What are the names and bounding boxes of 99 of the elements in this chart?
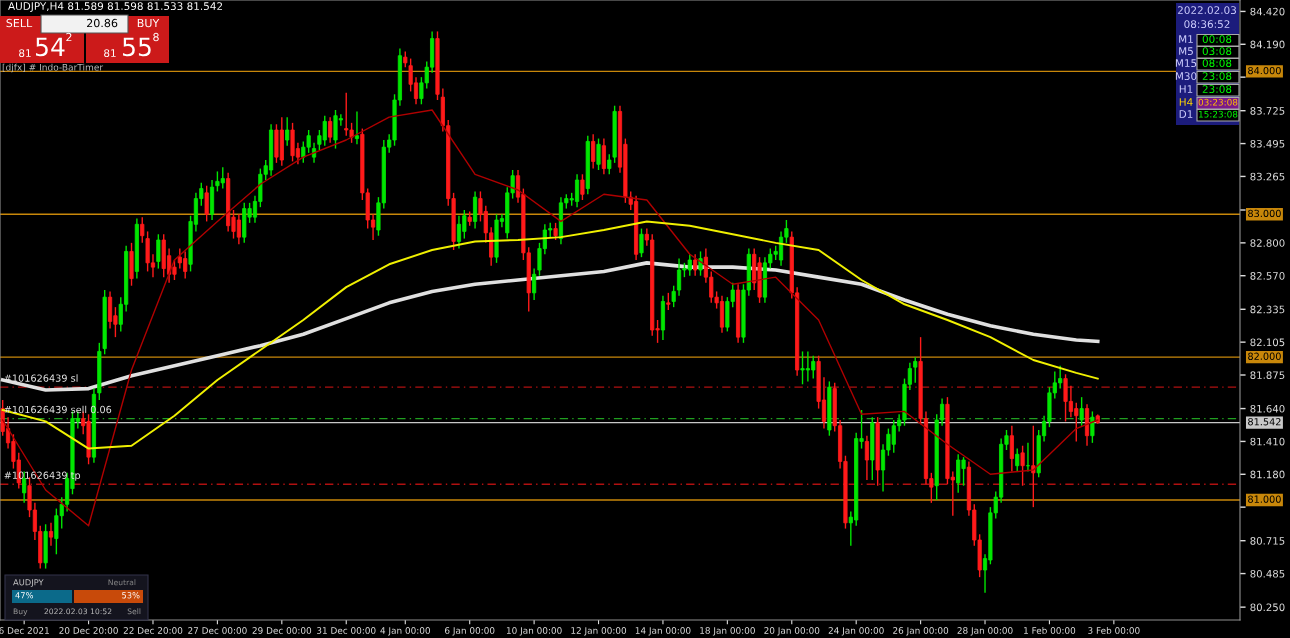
annotation: M5	[1179, 47, 1193, 56]
candlestick	[913, 356, 918, 384]
annotation: 00:08	[1202, 35, 1232, 44]
annotation: 81	[104, 49, 116, 58]
candlestick	[1090, 410, 1095, 444]
x-tick-label: 10 Jan 00:00	[506, 627, 562, 636]
candlestick	[601, 137, 606, 175]
y-tick-label: 82.800	[1250, 239, 1285, 247]
candlestick	[156, 233, 161, 270]
candlestick	[354, 110, 360, 145]
candlestick	[580, 173, 585, 201]
x-tick-label: 6 Dec 2021	[0, 627, 49, 634]
x-tick-label: 24 Jan 00:00	[828, 627, 884, 636]
x-tick-label: 20 Jan 00:00	[764, 627, 820, 636]
annotation: 2022.02.03	[1177, 6, 1236, 15]
x-tick-label: 27 Dec 00:00	[188, 627, 247, 634]
candlestick	[48, 522, 54, 547]
x-tick-label: 4 Jan 00:00	[380, 627, 430, 636]
y-tick-label: 80.715	[1250, 537, 1285, 545]
x-tick-label: 22 Dec 20:00	[123, 627, 183, 634]
x-tick-label: 20 Dec 20:00	[59, 627, 118, 634]
annotation: 20.86	[87, 18, 118, 28]
candlestick	[1015, 447, 1020, 473]
candlestick	[311, 142, 317, 164]
ref-line-label: 84.000	[1248, 66, 1281, 75]
candlestick	[1009, 425, 1014, 473]
line-series	[1, 220, 1099, 450]
candlestick	[1031, 425, 1036, 508]
candlestick	[1020, 445, 1025, 487]
y-tick-label: 81.180	[1250, 470, 1285, 479]
x-tick-label: 18 Jan 00:00	[700, 627, 755, 636]
annotation: M1	[1179, 35, 1193, 43]
y-tick-label: 84.420	[1250, 7, 1285, 16]
y-tick-label: 83.725	[1250, 107, 1285, 115]
candlestick	[639, 227, 644, 258]
ref-line-label: 82.000	[1248, 352, 1281, 360]
y-tick-label: 82.105	[1250, 338, 1285, 347]
annotation: D1	[1179, 110, 1193, 118]
annotation: 08:08	[1202, 59, 1232, 68]
ref-line-label: #101626439 sl	[4, 374, 78, 382]
x-tick-label: 29 Dec 00:00	[252, 627, 312, 634]
y-tick-label: 83.265	[1250, 172, 1285, 181]
x-tick-label: 3 Feb 00:00	[1088, 626, 1140, 634]
candlestick	[285, 116, 290, 147]
annotation: M30	[1175, 72, 1197, 81]
annotation: [djfx] # Indo-BarTimer	[2, 63, 104, 73]
candlestick	[607, 153, 612, 175]
y-tick-label: 80.250	[1250, 603, 1285, 612]
annotation: H4	[1179, 98, 1193, 106]
annotation: 23:08	[1202, 85, 1232, 94]
x-tick-label: 28 Jan 00:00	[957, 627, 1013, 636]
x-tick-label: 1 Feb 00:00	[1024, 626, 1076, 634]
ref-line-label: 81.542	[1248, 418, 1281, 426]
y-tick-label: 81.875	[1250, 371, 1285, 379]
candlestick	[698, 250, 703, 277]
y-tick-label: 81.410	[1250, 437, 1285, 446]
annotation: 47%	[15, 592, 34, 599]
candlestick	[596, 137, 601, 171]
ref-line-label: 81.000	[1248, 495, 1281, 503]
x-tick-label: 26 Jan 00:00	[893, 627, 949, 636]
annotation: 81	[19, 49, 31, 58]
candlestick	[328, 116, 333, 144]
annotation: 03:23:08	[1198, 98, 1238, 106]
candlestick	[864, 435, 870, 481]
annotation: 03:08	[1202, 47, 1232, 56]
y-tick-label: 84.190	[1250, 40, 1285, 49]
x-tick-label: 6 Jan 00:00	[445, 627, 495, 636]
annotation: AUDJPY	[13, 579, 44, 587]
annotation: SELL	[6, 18, 33, 28]
annotation: 2	[66, 32, 72, 42]
candlestick	[671, 285, 676, 308]
candlestick	[693, 253, 698, 277]
annotation: 53%	[122, 592, 140, 599]
line-series	[0, 261, 1100, 392]
annotation: 55	[123, 37, 151, 57]
ref-line-label: 83.000	[1248, 209, 1281, 218]
x-tick-label: 14 Jan 00:00	[635, 627, 691, 636]
y-tick-label: 80.485	[1250, 569, 1285, 578]
line-series	[1, 109, 1099, 527]
y-tick-label: 81.640	[1250, 404, 1285, 413]
annotation: 54	[36, 37, 65, 57]
candlestick	[1079, 396, 1084, 427]
annotation: M15	[1175, 59, 1197, 68]
candlestick	[532, 267, 537, 301]
annotation: 15:23:08	[1199, 110, 1238, 118]
y-tick-label: 82.570	[1250, 272, 1285, 280]
y-tick-label: 82.335	[1250, 305, 1285, 314]
x-tick-label: 12 Jan 00:00	[571, 627, 627, 636]
x-tick-label: 31 Dec 00:00	[317, 627, 376, 634]
annotation: H1	[1179, 85, 1193, 93]
annotation: 23:08	[1202, 72, 1232, 81]
y-tick-label: 83.495	[1250, 139, 1285, 148]
candlestick	[204, 185, 209, 223]
candlestick	[140, 216, 145, 244]
annotation: 08:36:52	[1184, 20, 1230, 29]
annotation: 8	[153, 32, 159, 42]
chart-title: AUDJPY,H4 81.589 81.598 81.533 81.542	[8, 2, 223, 12]
annotation: BUY	[137, 18, 160, 28]
candlestick	[591, 133, 596, 170]
